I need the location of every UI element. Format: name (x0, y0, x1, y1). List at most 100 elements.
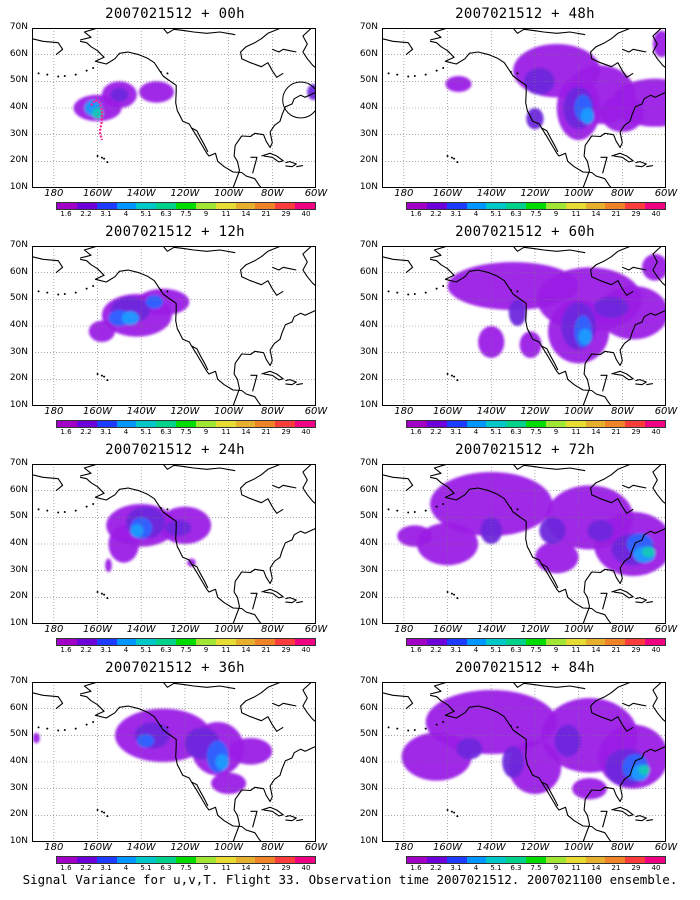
island (74, 509, 77, 512)
variance-map (32, 682, 316, 842)
island (37, 726, 40, 729)
coastline (646, 601, 653, 604)
colorbar-swatch (446, 203, 467, 209)
lon-label: 80W (260, 842, 284, 853)
lat-label: 20N (9, 155, 28, 166)
colorbar-label: 29 (281, 210, 291, 218)
lon-label: 120W (170, 624, 200, 635)
colorbar-label: 40 (651, 864, 661, 872)
colorbar-swatch (545, 639, 566, 645)
lon-label: 160W (83, 406, 113, 417)
coastline (541, 781, 559, 807)
variance-contour (456, 737, 483, 760)
island (57, 729, 60, 732)
colorbar-label: 3.1 (100, 428, 112, 436)
island (92, 67, 95, 69)
colorbar-swatch (407, 421, 427, 427)
colorbar-swatch (116, 203, 137, 209)
coastline (582, 91, 666, 188)
colorbar-label: 2.2 (80, 428, 92, 436)
colorbar-label: 2.2 (430, 646, 442, 654)
colorbar-label: 6.3 (510, 646, 522, 654)
map-panel: 2007021512 + 84h 70N 60N 50N 40N 30N 20N 10N 180… (350, 654, 700, 872)
lon-label: 140W (126, 406, 156, 417)
colorbar-label: 2.2 (80, 864, 92, 872)
island (450, 374, 453, 377)
colorbar-label: 40 (301, 210, 311, 218)
lon-label: 120W (170, 406, 200, 417)
colorbar-swatch (116, 421, 137, 427)
lon-label: 100W (564, 624, 594, 635)
colorbar-swatch (565, 203, 586, 209)
coastline (541, 127, 559, 153)
colorbar-label: 29 (281, 864, 291, 872)
island (63, 729, 66, 731)
island (387, 508, 390, 511)
island (106, 161, 109, 164)
variance-map (382, 28, 666, 188)
island (100, 592, 103, 595)
colorbar-label: 14 (591, 210, 601, 218)
colorbar-swatch (215, 857, 236, 863)
colorbar-swatch (136, 421, 157, 427)
colorbar-swatch (486, 421, 507, 427)
lon-label: 160W (433, 624, 463, 635)
colorbar-swatch (136, 857, 157, 863)
variance-map (32, 28, 316, 188)
lat-label: 20N (9, 373, 28, 384)
variance-contour (110, 87, 129, 102)
colorbar-swatch (76, 203, 97, 209)
colorbar-label: 14 (591, 428, 601, 436)
lon-label: 160W (433, 842, 463, 853)
lat-label: 40N (359, 538, 378, 548)
colorbar-label: 14 (591, 646, 601, 654)
island (396, 291, 399, 294)
island (516, 726, 519, 729)
colorbar-swatch (136, 639, 157, 645)
lon-label: 160W (433, 406, 463, 417)
coastline (622, 266, 647, 271)
colorbar (406, 420, 666, 428)
variance-contour (578, 328, 592, 345)
colorbar-label: 5.1 (140, 428, 152, 436)
island (407, 75, 410, 78)
colorbar-swatch (585, 203, 606, 209)
variance-map (382, 682, 666, 842)
island (424, 727, 427, 730)
colorbar-swatch (57, 421, 77, 427)
colorbar-swatch (526, 421, 546, 427)
colorbar-label: 3.1 (450, 210, 462, 218)
panel-grid: 2007021512 + 00h 70N 60N 50N 40N 30N 20N 10N 180… (0, 0, 700, 872)
island (509, 289, 512, 291)
colorbar-swatch (407, 857, 427, 863)
lat-label: 40N (9, 102, 28, 112)
map-panel: 2007021512 + 00h 70N 60N 50N 40N 30N 20N 10N 180… (0, 0, 350, 218)
variance-contour (105, 558, 112, 573)
variance-contour (416, 522, 479, 566)
island (446, 591, 449, 593)
island (159, 71, 162, 73)
colorbar-swatch (506, 857, 527, 863)
island (46, 291, 49, 294)
coastline (429, 28, 489, 41)
colorbar-swatch (446, 421, 467, 427)
colorbar-swatch (156, 203, 177, 209)
colorbar-swatch (215, 421, 236, 427)
coastline (429, 40, 612, 188)
colorbar-swatch (625, 857, 646, 863)
variance-contour (145, 295, 164, 309)
lon-label: 140W (126, 624, 156, 635)
island (424, 73, 427, 76)
coastlines (32, 246, 316, 406)
colorbar-swatch (565, 857, 586, 863)
colorbar-swatch (605, 203, 626, 209)
coastline (541, 345, 559, 371)
variance-map (32, 246, 316, 406)
colorbar-label: 21 (261, 864, 271, 872)
island (37, 508, 40, 511)
lat-label: 70N (359, 458, 378, 468)
island (166, 508, 169, 511)
colorbar-label: 3.1 (450, 864, 462, 872)
colorbar-label: 29 (631, 210, 641, 218)
graticule (32, 28, 316, 188)
